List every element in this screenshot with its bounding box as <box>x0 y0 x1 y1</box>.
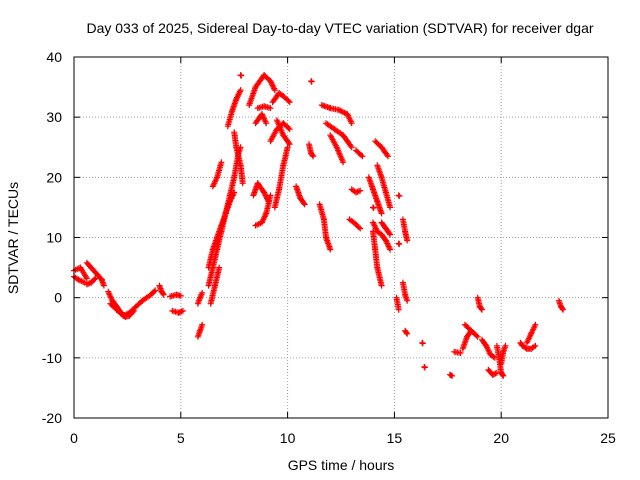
x-tick-label: 20 <box>493 430 509 446</box>
data-point <box>285 140 292 146</box>
data-point <box>370 205 377 211</box>
data-point <box>340 159 347 166</box>
y-tick-label: 20 <box>46 169 62 185</box>
data-point <box>177 292 184 299</box>
data-point <box>179 307 186 314</box>
data-point <box>301 201 308 208</box>
x-tick-label: 0 <box>70 430 78 446</box>
data-point <box>384 152 391 158</box>
x-axis-label: GPS time / hours <box>288 457 395 473</box>
data-point <box>91 276 98 283</box>
data-point <box>500 372 507 379</box>
y-tick-label: 30 <box>46 109 62 125</box>
data-point <box>160 290 166 297</box>
grid-layer <box>74 57 608 418</box>
y-tick-labels: -20 -10 0 10 20 30 40 <box>42 49 62 426</box>
y-axis-label: SDTVAR / TECUs <box>5 182 21 294</box>
x-tick-label: 10 <box>280 430 296 446</box>
data-point <box>355 224 362 231</box>
data-point <box>387 204 394 211</box>
data-point <box>285 97 292 104</box>
x-tick-label: 25 <box>600 430 616 446</box>
data-point <box>271 87 278 94</box>
data-point <box>308 78 315 85</box>
data-point <box>395 306 402 313</box>
data-point <box>151 288 158 295</box>
data-point <box>474 333 481 340</box>
ticks-layer <box>73 56 609 419</box>
data-point <box>387 231 394 238</box>
data-point <box>267 105 274 112</box>
data-point <box>237 87 244 94</box>
data-point <box>522 344 529 351</box>
data-point <box>396 193 403 199</box>
data-point <box>231 189 238 196</box>
data-point <box>473 332 480 339</box>
data-point <box>403 329 410 336</box>
data-point <box>286 141 293 148</box>
data-point <box>378 210 385 217</box>
data-point <box>532 342 539 349</box>
chart-title: Day 033 of 2025, Sidereal Day-to-day VTE… <box>86 20 593 36</box>
data-point <box>160 291 167 298</box>
data-point <box>263 120 270 127</box>
data-point <box>378 282 385 289</box>
data-point <box>286 126 293 133</box>
y-tick-label: -20 <box>42 410 62 426</box>
data-point <box>284 144 291 151</box>
data-point <box>499 371 506 378</box>
data-point <box>216 264 223 271</box>
data-point <box>92 275 99 282</box>
data-point <box>559 305 566 312</box>
data-point <box>239 180 246 187</box>
data-point <box>286 99 293 106</box>
data-point <box>387 246 394 253</box>
x-tick-label: 15 <box>387 430 403 446</box>
data-point <box>358 152 365 159</box>
y-tick-label: 40 <box>46 49 62 65</box>
data-point <box>238 72 245 79</box>
data-point <box>285 125 292 131</box>
data-point <box>359 153 366 160</box>
data-point <box>404 330 411 337</box>
data-point <box>348 144 355 151</box>
data-point <box>357 187 364 194</box>
data-point <box>218 159 225 166</box>
data-point <box>199 321 206 328</box>
data-point <box>449 372 456 379</box>
data-points-layer <box>71 72 567 379</box>
data-point <box>404 297 411 304</box>
y-tick-label: 0 <box>54 290 62 306</box>
data-point <box>310 153 317 160</box>
data-point <box>199 289 206 296</box>
data-point <box>478 305 485 312</box>
y-tick-label: -10 <box>42 350 62 366</box>
data-point <box>396 241 403 248</box>
data-point <box>404 237 411 244</box>
data-point <box>83 275 90 282</box>
data-point <box>152 287 159 294</box>
data-point <box>357 225 364 232</box>
data-point <box>100 282 107 289</box>
data-point <box>502 342 509 349</box>
data-point <box>267 192 274 199</box>
data-point <box>309 152 316 159</box>
data-point <box>300 200 307 207</box>
y-tick-label: 10 <box>46 230 62 246</box>
data-point <box>479 306 485 313</box>
x-tick-label: 5 <box>177 430 185 446</box>
data-point <box>421 364 428 371</box>
data-point <box>348 120 355 127</box>
data-point <box>386 230 393 237</box>
data-point <box>385 153 391 160</box>
data-point <box>327 246 334 253</box>
data-point <box>532 321 539 328</box>
x-tick-labels: 0 5 10 15 20 25 <box>70 430 616 446</box>
data-point <box>560 306 567 313</box>
data-point <box>419 340 426 347</box>
data-point <box>457 350 464 356</box>
